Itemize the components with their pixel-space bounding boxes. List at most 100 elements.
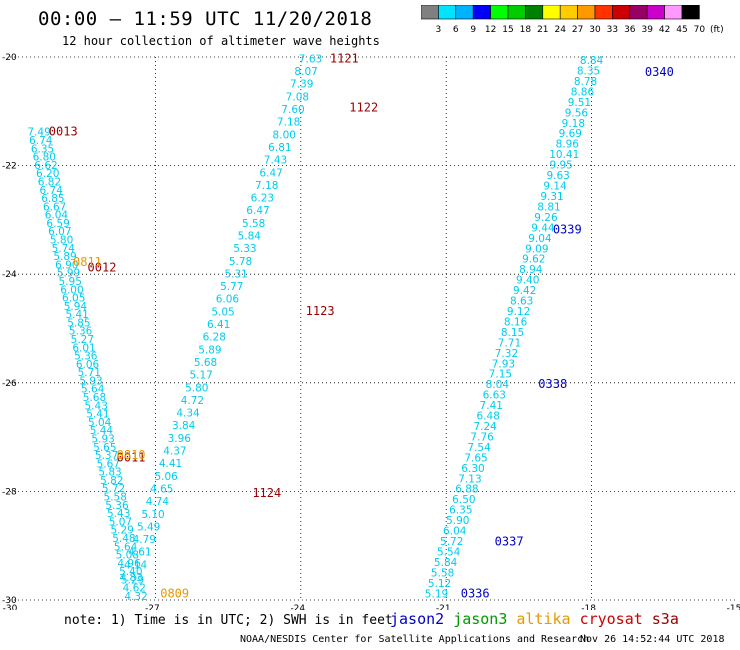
chart-subtitle: 12 hour collection of altimeter wave hei… [62, 34, 380, 48]
legend-entry-jason2: jason2 [390, 610, 445, 628]
wave-height-point: 5.78 [229, 256, 252, 268]
pass-time-label: 1121 [330, 51, 359, 65]
pass-time-label: 0011 [117, 451, 146, 465]
wave-height-point: 5.10 [141, 509, 164, 521]
pass-time-label: 0340 [645, 65, 674, 79]
wave-height-point: 9.62 [522, 254, 545, 266]
wave-height-point: 9.51 [568, 97, 591, 109]
wave-height-point: 6.47 [246, 205, 269, 217]
wave-height-point: 5.89 [53, 251, 76, 263]
pass-time-label: 1123 [306, 304, 335, 318]
wave-height-point: 5.93 [79, 375, 102, 387]
wave-height-point: 6.07 [48, 226, 71, 238]
wave-height-point: 10.41 [549, 149, 579, 161]
wave-height-point: 8.15 [501, 327, 524, 339]
wave-height-point: 5.41 [65, 309, 88, 321]
wave-height-point: 9.42 [513, 285, 536, 297]
wave-height-point: 5.33 [233, 243, 256, 255]
wave-height-point: 5.06 [154, 471, 178, 483]
wave-height-point: 7.32 [495, 348, 518, 360]
x-tick-label: -21 [436, 604, 451, 610]
wave-height-point: 6.41 [207, 319, 230, 331]
wave-height-point: 5.68 [194, 357, 217, 369]
wave-height-point: 9.31 [540, 191, 563, 203]
wave-height-point: 5.74 [52, 243, 76, 255]
wave-height-point: 5.44 [90, 425, 114, 437]
wave-height-point: 7.39 [290, 79, 313, 91]
wave-height-point: 5.48 [112, 533, 135, 545]
wave-height-point: 8.84 [580, 55, 604, 67]
wave-height-point: 6.90 [55, 259, 78, 271]
wave-height-point: 6.04 [443, 526, 467, 538]
wave-height-point: 6.50 [452, 494, 475, 506]
pass-time-label: 1122 [349, 100, 378, 114]
wave-height-point: 6.06 [76, 359, 100, 371]
wave-height-point: 8.35 [577, 66, 600, 78]
pass-time-label: 0012 [88, 260, 117, 274]
x-tick-label: -15 [727, 604, 740, 610]
colorbar-label: 12 [485, 25, 496, 35]
pass-time-label: 1124 [252, 486, 281, 500]
pass-time-label: 0338 [538, 377, 567, 391]
y-tick-label: -26 [2, 379, 17, 389]
x-tick-label: -30 [3, 604, 18, 610]
colorbar-label: 30 [589, 25, 601, 35]
wave-height-point: 5.37 [95, 450, 118, 462]
pass-time-label: 0809 [160, 586, 189, 600]
wave-height-point: 5.90 [446, 515, 469, 527]
y-tick-label: -24 [2, 270, 17, 280]
wave-height-point: 4.62 [123, 583, 146, 595]
wave-height-point: 9.04 [528, 233, 552, 245]
x-tick-label: -27 [145, 604, 160, 610]
wave-height-point: 6.28 [203, 332, 226, 344]
wave-height-point: 6.20 [36, 168, 59, 180]
wave-height-point: 5.58 [431, 567, 454, 579]
wave-height-point: 7.43 [264, 155, 287, 167]
colorbar-label: 45 [676, 25, 687, 35]
wave-height-point: 4.72 [181, 395, 204, 407]
legend-entry-altika: altika [516, 610, 571, 628]
wave-height-point: 5.65 [93, 442, 116, 454]
wave-height-point: 4.79 [133, 534, 156, 546]
wave-height-point: 5.17 [189, 370, 212, 382]
wave-height-point: 6.01 [72, 342, 95, 354]
wave-height-point: 3.96 [168, 433, 192, 445]
wave-height-point: 9.63 [546, 170, 569, 182]
wave-height-point: 6.74 [40, 185, 64, 197]
wave-height-point: 8.86 [571, 86, 595, 98]
wave-height-point: 5.40 [119, 566, 142, 578]
wave-height-point: 5.95 [59, 276, 82, 288]
wave-height-point: 5.99 [57, 268, 80, 280]
wave-height-point: 9.95 [549, 160, 572, 172]
wave-height-point: 6.00 [60, 284, 83, 296]
plot-area: -30 -27 -24 -21 -18 -15 -20 -22 -24 -26 -28 -30 8.84… [2, 51, 740, 610]
wave-height-point: 5.64 [114, 541, 138, 553]
wave-height-point: 7.18 [255, 180, 278, 192]
wave-height-point: 5.68 [83, 392, 106, 404]
wave-height-point: 5.49 [137, 521, 160, 533]
wave-height-point: 9.12 [507, 306, 530, 318]
wave-height-point: 7.63 [299, 53, 322, 65]
pass-time-label: 0337 [495, 535, 524, 549]
wave-height-point: 7.76 [470, 431, 494, 443]
wave-height-point: 6.62 [34, 160, 57, 172]
wave-height-point: 7.41 [480, 400, 503, 412]
wave-height-point: 6.85 [41, 193, 64, 205]
wave-height-point: 6.23 [251, 193, 274, 205]
pass-time-label: 0811 [73, 255, 102, 269]
wave-height-point: 5.04 [88, 417, 112, 429]
satellite-legend: jason2 jason3 altika cryosat s3a [390, 610, 688, 628]
pass-time-label: 0013 [49, 125, 78, 139]
wave-height-point: 8.78 [574, 76, 597, 88]
colorbar-label: 21 [537, 25, 548, 35]
colorbar-label: 24 [554, 25, 566, 35]
colorbar-label: (ft) [710, 25, 724, 35]
wave-height-point: 6.35 [31, 143, 54, 155]
wave-height-point: 6.47 [259, 167, 282, 179]
wave-height-point: 5.27 [71, 334, 94, 346]
wave-height-point: 5.80 [185, 382, 208, 394]
wave-height-point: 8.16 [504, 316, 528, 328]
colorbar-label: 27 [572, 25, 583, 35]
wave-height-point: 8.04 [486, 379, 510, 391]
colorbar-label: 33 [607, 25, 618, 35]
